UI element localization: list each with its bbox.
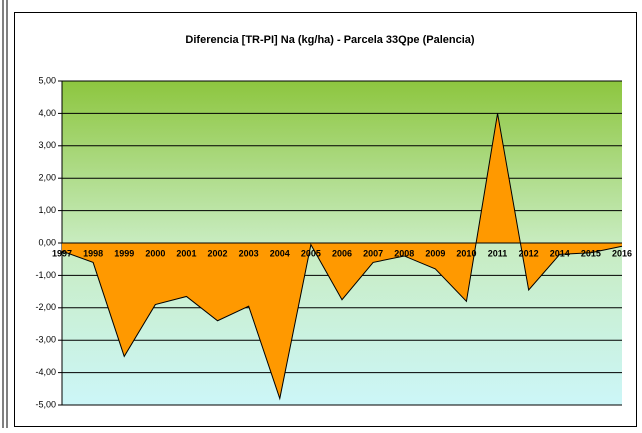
x-tick-label: 2015	[581, 248, 601, 258]
y-tick-label: 3,00	[38, 140, 56, 150]
x-tick-label: 2012	[519, 248, 539, 258]
y-tick-label: -5,00	[35, 399, 56, 409]
x-tick-label: 2001	[176, 248, 196, 258]
x-tick-label: 2007	[363, 248, 383, 258]
y-tick-label: -2,00	[35, 302, 56, 312]
x-tick-label: 1997	[52, 248, 72, 258]
x-tick-label: 2003	[239, 248, 259, 258]
chart-title: Diferencia [TR-PI] Na (kg/ha) - Parcela …	[185, 34, 474, 46]
y-tick-label: 4,00	[38, 108, 56, 118]
area	[62, 113, 622, 399]
x-tick-label: 2010	[456, 248, 476, 258]
y-tick-label: -4,00	[35, 367, 56, 377]
y-tick-label: 0,00	[38, 237, 56, 247]
y-tick-label: 1,00	[38, 205, 56, 215]
x-tick-label: 2016	[612, 248, 632, 258]
y-tick-label: -1,00	[35, 270, 56, 280]
x-tick-label: 2002	[208, 248, 228, 258]
x-tick-label: 2011	[488, 248, 508, 258]
x-tick-label: 1998	[83, 248, 103, 258]
y-tick-label: -3,00	[35, 335, 56, 345]
x-tick-label: 2005	[301, 248, 321, 258]
x-tick-label: 2014	[550, 248, 570, 258]
x-tick-label: 2008	[394, 248, 414, 258]
x-tick-label: 2004	[270, 248, 290, 258]
area-outline	[61, 113, 623, 401]
x-tick-label: 1999	[114, 248, 134, 258]
y-tick-label: 5,00	[38, 75, 56, 85]
x-tick-label: 2009	[425, 248, 445, 258]
y-tick-label: 2,00	[38, 173, 56, 183]
x-tick-label: 2000	[145, 248, 165, 258]
x-tick-label: 2006	[332, 248, 352, 258]
